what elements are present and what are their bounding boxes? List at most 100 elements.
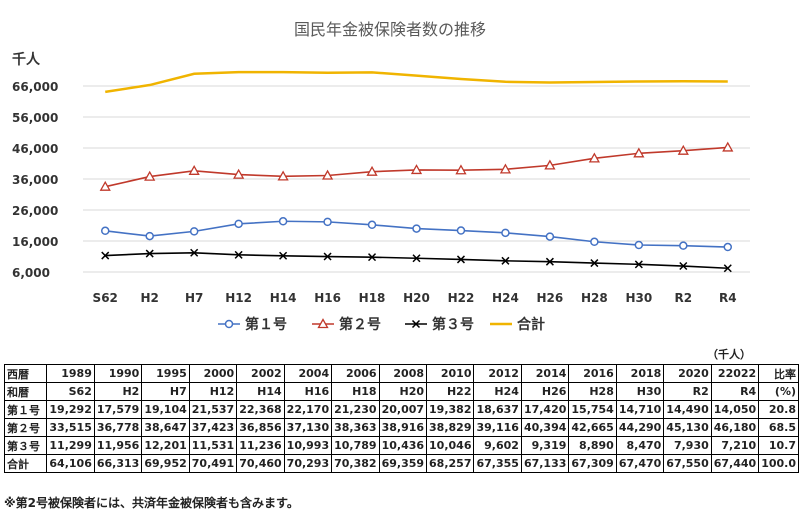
data-point bbox=[501, 228, 510, 238]
legend-label: 第３号 bbox=[432, 316, 474, 333]
x-tick-label: H18 bbox=[359, 291, 386, 305]
x-tick-label: R2 bbox=[675, 291, 693, 305]
data-point bbox=[456, 255, 465, 264]
data-point bbox=[677, 144, 689, 155]
data-point bbox=[412, 224, 421, 233]
series-合計 bbox=[105, 70, 728, 94]
table-cell: 7,930 bbox=[663, 436, 712, 455]
table-cell: 20.8 bbox=[758, 400, 799, 419]
row-header: 西暦 bbox=[3, 364, 48, 383]
table-cell: 7,210 bbox=[710, 436, 760, 455]
data-point bbox=[634, 240, 644, 250]
y-tick-label: 56,000 bbox=[12, 111, 58, 125]
table-cell: 20,007 bbox=[378, 400, 428, 419]
y-tick-label: 16,000 bbox=[12, 235, 58, 249]
data-point bbox=[234, 219, 243, 229]
x-tick-label: H22 bbox=[448, 291, 475, 305]
legend-label: 合計 bbox=[517, 316, 545, 333]
table-cell: 1989 bbox=[46, 364, 95, 383]
x-tick-label: R4 bbox=[719, 291, 737, 305]
table-cell: 1990 bbox=[93, 364, 143, 383]
data-point bbox=[278, 217, 288, 226]
table-cell: 38,829 bbox=[426, 418, 475, 437]
table-cell: 69,952 bbox=[141, 454, 190, 473]
table-cell: 69,359 bbox=[378, 454, 428, 473]
table-cell: 15,754 bbox=[568, 400, 617, 419]
row-header: 第３号 bbox=[3, 436, 48, 455]
data-point bbox=[234, 250, 243, 259]
table-cell: 68.5 bbox=[758, 418, 799, 437]
legend-item: 第２号 bbox=[312, 316, 381, 333]
table-cell: H28 bbox=[568, 382, 617, 401]
data-point bbox=[410, 164, 423, 175]
table-cell: 45,130 bbox=[663, 418, 712, 437]
table-cell: 21,230 bbox=[331, 400, 380, 419]
data-point bbox=[456, 226, 466, 235]
table-cell: 68,257 bbox=[426, 454, 475, 473]
data-point bbox=[723, 264, 732, 273]
table-cell: 67,309 bbox=[568, 454, 617, 473]
table-cell: (%) bbox=[758, 382, 799, 401]
table-cell: 21,537 bbox=[188, 400, 238, 419]
table-cell: 10,993 bbox=[283, 436, 333, 455]
legend: 第１号 第２号 第３号 合計 bbox=[218, 316, 545, 333]
table-cell: 36,778 bbox=[93, 418, 143, 437]
table-cell: 2012 bbox=[473, 364, 522, 383]
table-cell: 19,382 bbox=[426, 400, 475, 419]
data-point bbox=[455, 164, 467, 175]
table-cell: 38,647 bbox=[141, 418, 190, 437]
y-tick-label: 36,000 bbox=[12, 173, 58, 187]
table-cell: 70,293 bbox=[283, 454, 333, 473]
data-point bbox=[588, 152, 600, 163]
data-point bbox=[233, 168, 245, 179]
table-cell: 64,106 bbox=[46, 454, 95, 473]
table-cell: 2010 bbox=[426, 364, 475, 383]
table-cell: 10,046 bbox=[426, 436, 475, 455]
legend-item: 合計 bbox=[490, 316, 545, 333]
series-lines bbox=[99, 70, 734, 273]
x-tick-labels: S62 H2 H7 H12 H14 H16 H18 H20 H22 H24 H26 H28 H30 R2 R… bbox=[93, 291, 737, 305]
table-cell: 67,355 bbox=[473, 454, 522, 473]
data-point bbox=[366, 165, 378, 176]
table-cell: 40,394 bbox=[520, 418, 570, 437]
chart-title: 国民年金被保険者数の推移 bbox=[294, 20, 486, 39]
data-point bbox=[411, 319, 421, 329]
data-point bbox=[190, 248, 199, 257]
table-cell: 9,319 bbox=[520, 436, 570, 455]
table-cell: 1995 bbox=[141, 364, 190, 383]
table-cell: H22 bbox=[426, 382, 475, 401]
x-tick-label: H14 bbox=[270, 291, 297, 305]
x-tick-label: S62 bbox=[93, 291, 118, 305]
table-cell: 67,550 bbox=[663, 454, 712, 473]
table-cell: 44,290 bbox=[615, 418, 665, 437]
table-cell: 38,363 bbox=[331, 418, 380, 437]
x-tick-label: H2 bbox=[140, 291, 158, 305]
table-row: 第２号 33,515 36,778 38,647 37,423 36,856 37,130 3… bbox=[3, 418, 799, 437]
row-header: 和暦 bbox=[3, 382, 48, 401]
table-cell: 10,789 bbox=[331, 436, 380, 455]
data-point bbox=[722, 141, 734, 152]
table-row: 第３号 11,299 11,956 12,201 11,531 11,236 10,993 1… bbox=[3, 436, 799, 455]
table-cell: 2018 bbox=[615, 364, 665, 383]
table-cell: H20 bbox=[378, 382, 428, 401]
table-cell: 8,890 bbox=[568, 436, 617, 455]
row-header: 合計 bbox=[3, 454, 48, 473]
table-cell: 38,916 bbox=[378, 418, 428, 437]
table-cell: 66,313 bbox=[93, 454, 143, 473]
data-point bbox=[188, 164, 200, 175]
table-cell: 70,382 bbox=[331, 454, 380, 473]
table-cell: 17,579 bbox=[93, 400, 143, 419]
data-point bbox=[634, 260, 643, 269]
table-cell: 11,531 bbox=[188, 436, 238, 455]
y-tick-label: 6,000 bbox=[12, 266, 50, 280]
x-tick-label: H28 bbox=[581, 291, 608, 305]
data-point bbox=[323, 217, 332, 227]
table-cell: 14,050 bbox=[710, 400, 760, 419]
data-point bbox=[368, 253, 377, 262]
table-cell: 22,170 bbox=[283, 400, 333, 419]
table-cell: 70,460 bbox=[236, 454, 285, 473]
y-axis-unit-label: 千人 bbox=[12, 51, 41, 68]
table-cell: R2 bbox=[663, 382, 712, 401]
table-cell: H26 bbox=[520, 382, 570, 401]
table-unit-label: （千人） bbox=[707, 348, 751, 361]
